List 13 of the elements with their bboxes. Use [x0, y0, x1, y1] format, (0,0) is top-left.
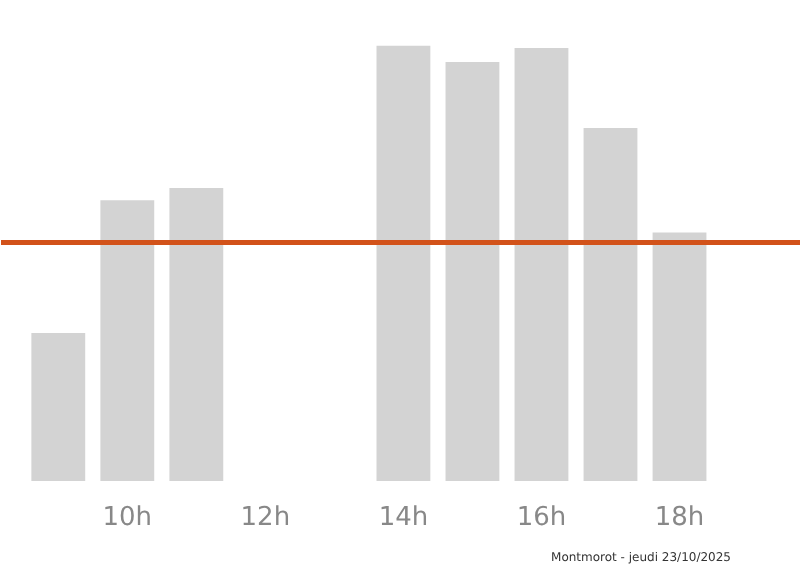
- bar: [100, 200, 155, 481]
- x-tick-label: 18h: [654, 503, 705, 533]
- bar: [376, 45, 431, 481]
- bar: [514, 47, 569, 481]
- bar: [445, 61, 500, 481]
- x-tick-label: 14h: [378, 503, 429, 533]
- bar: [169, 188, 224, 481]
- x-tick-label: 12h: [240, 503, 291, 533]
- x-tick-label: 16h: [516, 503, 567, 533]
- bar: [31, 333, 86, 481]
- x-tick-label: 10h: [102, 503, 153, 533]
- bar: [583, 128, 638, 481]
- bar: [652, 232, 707, 481]
